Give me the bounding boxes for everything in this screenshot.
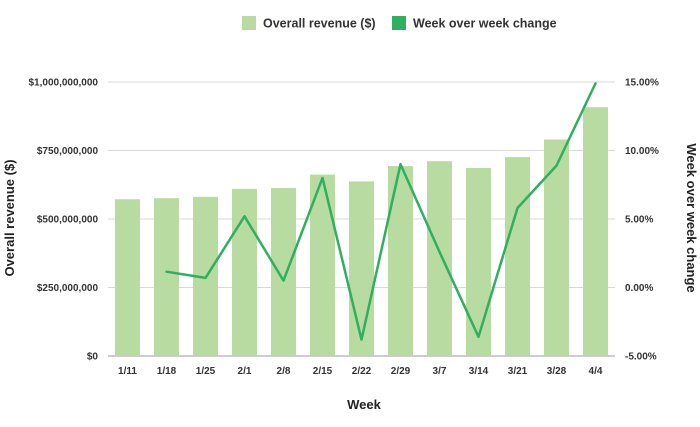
y-tick-label: $1,000,000,000: [28, 78, 98, 89]
x-tick-label: 4/4: [589, 366, 603, 377]
y-tick-label: $0: [87, 352, 99, 363]
x-tick-label: 3/14: [469, 366, 489, 377]
bar-2-29: [388, 166, 413, 356]
axis-ticks: $0 -5.00% $250,000,000 0.00% $500,000,000 5.0…: [28, 78, 659, 378]
bar-2-1: [232, 188, 257, 356]
y2-tick-label: 0.00%: [625, 283, 653, 294]
x-tick-label: 2/15: [313, 366, 333, 377]
bar-1-11: [115, 199, 140, 356]
x-tick-label: 2/29: [391, 366, 411, 377]
y2-tick-label: -5.00%: [625, 352, 657, 363]
bar-3-28: [544, 139, 569, 356]
bar-4-4: [583, 107, 608, 356]
y-tick-label: $500,000,000: [37, 215, 99, 226]
legend-swatch-revenue: [242, 16, 256, 30]
x-tick-label: 2/8: [277, 366, 291, 377]
bar-1-18: [154, 198, 179, 356]
x-axis-title: Week: [347, 397, 381, 412]
x-tick-label: 1/18: [157, 366, 177, 377]
y2-tick-label: 10.00%: [625, 146, 659, 157]
x-tick-label: 2/1: [238, 366, 252, 377]
wow-change-line-group: [165, 82, 597, 341]
x-tick-label: 1/11: [118, 366, 137, 377]
bar-2-8: [271, 188, 296, 356]
x-tick-label: 3/21: [508, 366, 528, 377]
y-tick-label: $750,000,000: [37, 146, 99, 157]
bar-3-14: [466, 168, 491, 356]
revenue-bars: [115, 107, 608, 356]
y2-tick-label: 5.00%: [625, 215, 653, 226]
legend-swatch-wow-change: [392, 16, 406, 30]
y2-axis-title: Week over week change: [684, 143, 699, 292]
bar-2-22: [349, 181, 374, 356]
x-tick-label: 3/28: [547, 366, 567, 377]
y-tick-label: $250,000,000: [37, 283, 99, 294]
legend-label-revenue: Overall revenue ($): [263, 17, 376, 31]
x-tick-label: 2/22: [352, 366, 372, 377]
bar-3-21: [505, 157, 530, 356]
legend: Overall revenue ($) Week over week chang…: [242, 16, 557, 31]
wow-change-line: [165, 82, 597, 341]
y-axis-title: Overall revenue ($): [2, 159, 17, 276]
legend-label-wow-change: Week over week change: [413, 17, 557, 31]
x-tick-label: 1/25: [196, 366, 216, 377]
bar-3-7: [427, 161, 452, 356]
bar-2-15: [310, 174, 335, 356]
y2-tick-label: 15.00%: [625, 78, 659, 89]
x-tick-label: 3/7: [433, 366, 447, 377]
